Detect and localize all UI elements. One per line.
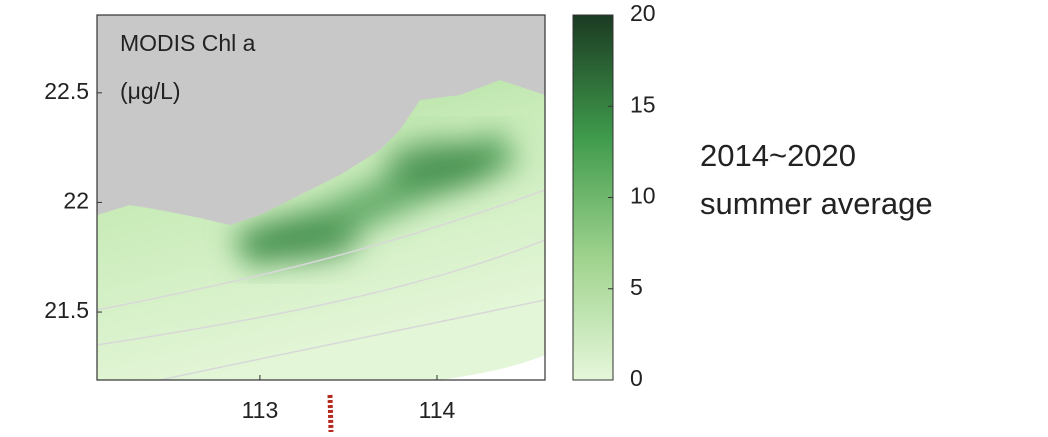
colorbar-tick-label: 10: [630, 183, 656, 209]
map-area: [97, 15, 545, 380]
colorbar-tick-label: 15: [630, 91, 656, 117]
colorbar: [573, 15, 613, 380]
map-label: MODIS Chl a: [120, 30, 256, 56]
colorbar-tick-label: 20: [630, 0, 656, 26]
red-marker: [330, 395, 331, 432]
colorbar-tick-label: 0: [630, 365, 643, 391]
x-tick-label: 114: [419, 397, 456, 423]
annotation: summer average: [700, 186, 933, 221]
map-label: (μg/L): [120, 78, 181, 104]
y-tick-label: 22.5: [44, 78, 89, 104]
annotation: 2014~2020: [700, 138, 856, 173]
figure: MODIS Chl a (μg/L) 2014~2020 summer aver…: [0, 0, 1048, 432]
y-tick-label: 22: [63, 188, 89, 214]
y-tick-label: 21.5: [44, 297, 89, 323]
colorbar-tick-label: 5: [630, 274, 643, 300]
x-tick-label: 113: [242, 397, 279, 423]
page: {"map": { "label": ["MODIS Chl a", "(μg/…: [0, 0, 1048, 432]
